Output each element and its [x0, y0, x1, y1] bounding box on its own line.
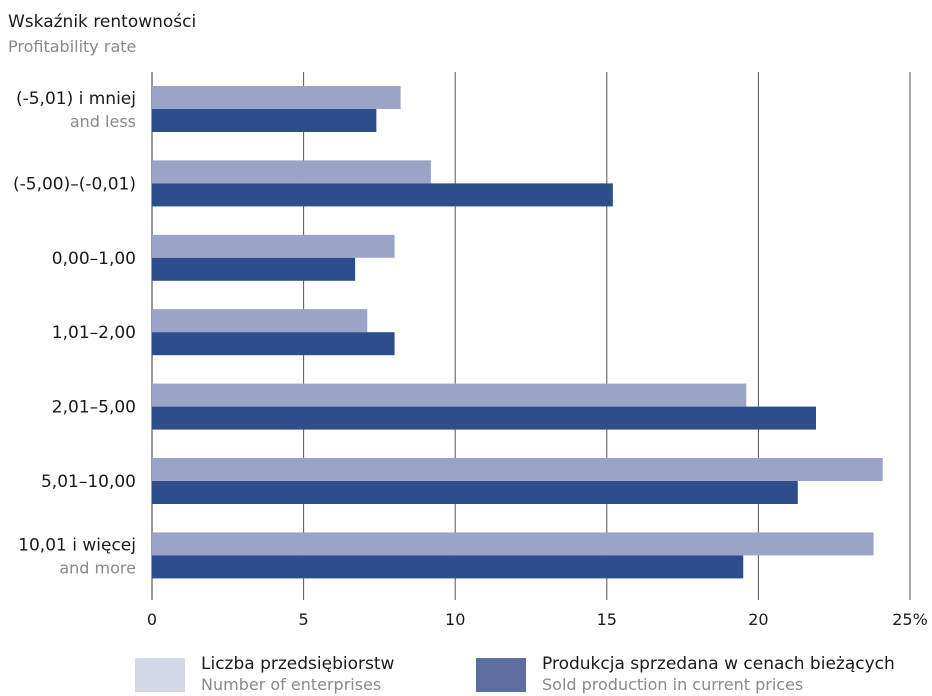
- bar: [152, 555, 744, 579]
- bar: [152, 481, 798, 504]
- bar: [152, 234, 395, 258]
- legend-swatch-1: [135, 658, 185, 692]
- bar: [152, 458, 883, 481]
- x-tick-label: 5: [299, 610, 309, 629]
- bar: [152, 257, 356, 281]
- category-sublabel: and less: [70, 112, 136, 131]
- bar: [152, 86, 401, 109]
- legend-swatch-2: [476, 658, 526, 692]
- legend-label-2-en: Sold production in current prices: [542, 675, 804, 694]
- bar: [152, 332, 395, 356]
- category-label: (-5,00)–(-0,01): [13, 174, 136, 194]
- x-tick-label: 20: [748, 610, 768, 629]
- category-label: (-5,01) i mniej: [16, 89, 136, 109]
- bar: [152, 109, 377, 132]
- category-sublabel: and more: [59, 558, 136, 577]
- x-tick-label: 25%: [892, 610, 928, 629]
- legend-item-1: Liczba przedsiębiorstw Number of enterpr…: [135, 654, 394, 696]
- legend-label-1-en: Number of enterprises: [201, 675, 382, 694]
- category-label: 2,01–5,00: [52, 398, 136, 418]
- bar: [152, 383, 747, 407]
- bar: [152, 160, 431, 184]
- chart-subtitle: Profitability rate: [8, 37, 137, 56]
- category-label: 1,01–2,00: [52, 323, 136, 343]
- legend-label-2: Produkcja sprzedana w cenach bieżących: [542, 654, 895, 674]
- bar: [152, 183, 613, 207]
- chart-title: Wskaźnik rentowności: [8, 12, 197, 32]
- x-tick-label: 15: [597, 610, 617, 629]
- x-tick-label: 10: [445, 610, 465, 629]
- category-label: 10,01 i więcej: [18, 535, 136, 555]
- bar: [152, 309, 368, 333]
- category-label: 0,00–1,00: [52, 249, 136, 269]
- x-tick-label: 0: [147, 610, 157, 629]
- category-label: 5,01–10,00: [41, 472, 136, 492]
- bar-chart: 0 5 10 15 20 25% (-5,01) i mniej and less (-5,00…: [13, 72, 928, 629]
- legend-label-1: Liczba przedsiębiorstw: [201, 654, 395, 674]
- legend-item-2: Produkcja sprzedana w cenach bieżących S…: [476, 654, 895, 696]
- bar: [152, 406, 817, 430]
- bar: [152, 532, 874, 556]
